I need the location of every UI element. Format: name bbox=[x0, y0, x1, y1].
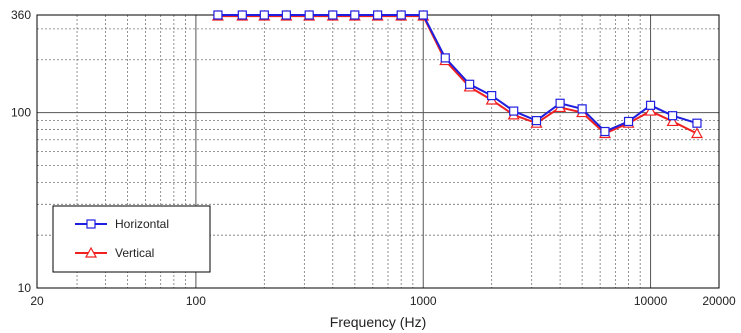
data-point bbox=[237, 10, 247, 20]
grid bbox=[37, 15, 719, 288]
y-tick-label: 100 bbox=[11, 106, 31, 120]
data-point bbox=[692, 118, 702, 128]
data-point bbox=[487, 90, 497, 101]
data-point bbox=[666, 115, 679, 127]
x-axis-title: Frequency (Hz) bbox=[330, 314, 426, 330]
legend: Horizontal Vertical bbox=[52, 205, 211, 273]
data-point bbox=[373, 10, 383, 20]
data-point bbox=[690, 127, 703, 139]
series-line bbox=[217, 15, 698, 135]
data-point bbox=[304, 10, 314, 20]
legend-item-horizontal: Horizontal bbox=[75, 217, 169, 231]
legend-box bbox=[52, 205, 211, 273]
data-point bbox=[645, 100, 656, 110]
legend-label: Vertical bbox=[115, 246, 154, 260]
x-tick-label: 10000 bbox=[634, 294, 668, 308]
series bbox=[211, 9, 703, 139]
legend-label: Horizontal bbox=[115, 217, 169, 231]
y-tick-label: 360 bbox=[11, 8, 31, 22]
data-point bbox=[667, 111, 678, 121]
x-tick-label: 100 bbox=[186, 294, 206, 308]
x-tick-label: 20000 bbox=[702, 294, 736, 308]
data-point bbox=[644, 104, 657, 116]
x-tick-label: 1000 bbox=[410, 294, 437, 308]
data-point bbox=[555, 98, 565, 108]
data-point bbox=[440, 53, 450, 63]
data-point bbox=[259, 10, 269, 20]
data-point bbox=[418, 10, 428, 20]
data-point bbox=[213, 10, 223, 20]
data-point bbox=[509, 106, 519, 116]
data-point bbox=[577, 104, 587, 114]
data-point bbox=[350, 10, 360, 20]
series-line bbox=[217, 14, 698, 133]
legend-marker bbox=[86, 219, 96, 229]
data-point bbox=[465, 79, 475, 89]
data-point bbox=[281, 10, 291, 20]
x-tick-label: 20 bbox=[30, 294, 44, 308]
y-tick-label: 10 bbox=[18, 281, 32, 295]
legend-marker bbox=[84, 246, 98, 258]
data-point bbox=[328, 10, 338, 20]
x-tick-labels: 20 100 1000 10000 20000 bbox=[30, 294, 736, 308]
y-tick-labels: 10 100 360 bbox=[11, 8, 31, 295]
data-point bbox=[396, 10, 406, 20]
data-point bbox=[531, 116, 542, 126]
legend-item-vertical: Vertical bbox=[75, 246, 154, 260]
series-horizontal bbox=[213, 10, 702, 137]
data-point bbox=[623, 116, 634, 127]
data-point bbox=[600, 126, 610, 137]
